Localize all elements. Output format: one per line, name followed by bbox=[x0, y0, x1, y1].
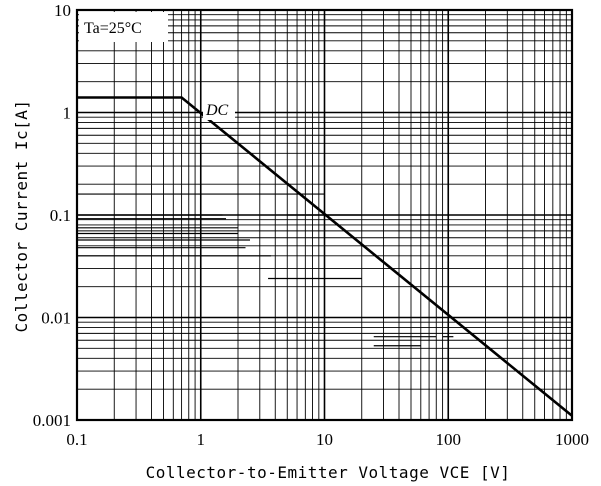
x-tick-label: 100 bbox=[436, 430, 462, 449]
curve-label-backdrop bbox=[203, 96, 235, 120]
dc-curve-label: DC bbox=[205, 102, 229, 119]
y-tick-label: 10 bbox=[54, 1, 71, 20]
y-tick-label: 0.001 bbox=[33, 411, 71, 430]
y-axis-title: Collector Current Ic[A] bbox=[12, 99, 31, 332]
y-tick-label: 0.01 bbox=[41, 309, 71, 328]
y-tick-label: 1 bbox=[63, 104, 72, 123]
extra-grid-strokes bbox=[77, 193, 454, 347]
x-tick-labels: 0.1 1 10 100 1000 bbox=[66, 430, 589, 449]
series-layer bbox=[77, 96, 573, 417]
dc-curve-line bbox=[77, 96, 573, 417]
annotation-box bbox=[79, 12, 168, 42]
y-tick-labels: 0.001 0.01 0.1 1 10 bbox=[33, 1, 71, 430]
x-tick-label: 10 bbox=[316, 430, 333, 449]
x-tick-label: 1000 bbox=[555, 430, 589, 449]
x-tick-label: 0.1 bbox=[66, 430, 87, 449]
temperature-annotation: Ta=25°C bbox=[84, 20, 142, 37]
plot-frame bbox=[75, 8, 574, 422]
x-tick-label: 1 bbox=[197, 430, 206, 449]
y-tick-label: 0.1 bbox=[50, 206, 71, 225]
x-axis-title: Collector-to-Emitter Voltage VCE [V] bbox=[146, 463, 511, 482]
